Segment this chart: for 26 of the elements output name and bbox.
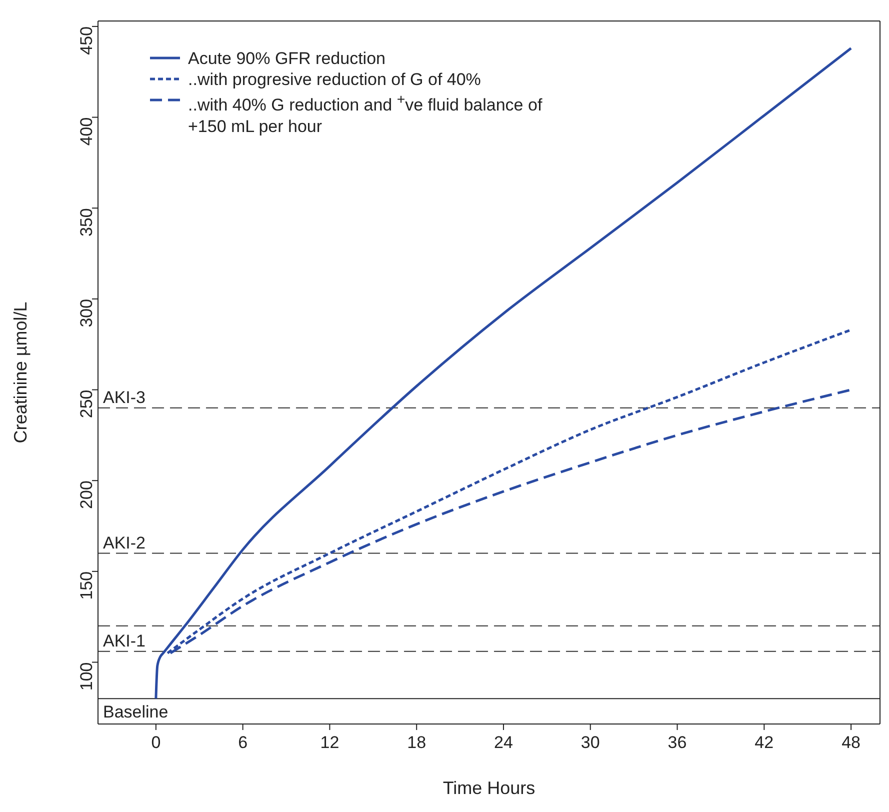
ref-line-label: AKI-2 [103, 533, 146, 552]
y-tick-label: 200 [77, 480, 96, 509]
x-tick-label: 48 [842, 733, 860, 752]
x-tick-label: 36 [668, 733, 687, 752]
y-tick-label: 450 [77, 26, 96, 55]
x-tick-label: 24 [494, 733, 513, 752]
x-tick-label: 30 [580, 733, 600, 752]
y-tick-label: 400 [77, 117, 96, 146]
y-axis-title: Creatinine µmol/L [10, 302, 30, 444]
x-tick-label: 6 [238, 733, 248, 752]
y-tick-label: 100 [77, 662, 96, 691]
x-tick-label: 42 [754, 733, 774, 752]
x-tick-label: 12 [320, 733, 340, 752]
legend-label: Acute 90% GFR reduction [188, 48, 386, 69]
legend-label: ..with progresive reduction of G of 40% [188, 69, 481, 90]
y-tick-label: 350 [77, 208, 96, 236]
x-tick-label: 0 [151, 733, 161, 752]
y-tick-label: 300 [77, 298, 96, 328]
y-tick-label: 150 [77, 571, 96, 600]
y-tick-label: 250 [77, 390, 96, 418]
ref-line-label: AKI-1 [103, 631, 146, 650]
ref-line-label: Baseline [103, 702, 168, 722]
x-axis-title: Time Hours [442, 778, 536, 798]
ref-line-label: AKI-3 [103, 388, 146, 407]
x-tick-label: 18 [407, 733, 426, 752]
text: ..with 40% G reduction and $^{+}$ve fluid balance of +150 mL per hour [188, 92, 542, 136]
